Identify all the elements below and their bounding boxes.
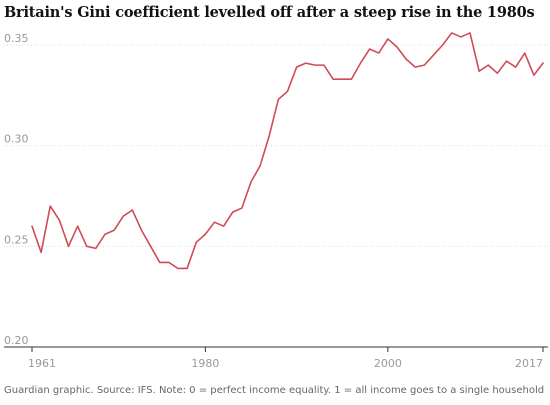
data-point (432, 54, 435, 57)
data-point (323, 64, 326, 67)
data-point (332, 78, 335, 81)
x-tick-label: 1980 (191, 357, 219, 370)
data-point (487, 64, 490, 67)
data-point (542, 62, 545, 65)
data-point (459, 35, 462, 38)
data-point (131, 209, 134, 212)
data-point (478, 70, 481, 73)
y-tick-label: 0.35 (4, 32, 29, 45)
y-tick-labels: 0.20 0.25 0.30 0.35 (4, 32, 29, 347)
data-point (277, 98, 280, 101)
data-point (104, 233, 107, 236)
data-point (313, 64, 316, 67)
data-point (377, 52, 380, 55)
data-point (204, 233, 207, 236)
y-gridlines (4, 44, 548, 247)
data-point (341, 78, 344, 81)
x-tick-label: 1961 (28, 357, 56, 370)
data-point (368, 48, 371, 51)
data-point (386, 37, 389, 40)
chart-title: Britain's Gini coefficient levelled off … (4, 4, 535, 21)
data-point (259, 164, 262, 167)
chart-footer: Guardian graphic. Source: IFS. Note: 0 =… (4, 385, 545, 396)
data-point (304, 62, 307, 65)
data-point (40, 251, 43, 254)
data-point (441, 44, 444, 47)
data-point (113, 229, 116, 232)
data-point (231, 211, 234, 214)
data-point (85, 245, 88, 248)
data-point (414, 66, 417, 69)
data-point (450, 31, 453, 34)
data-point (167, 261, 170, 264)
data-point (405, 58, 408, 61)
data-point (469, 31, 472, 34)
y-tick-label: 0.25 (4, 233, 29, 246)
data-point (140, 229, 143, 232)
data-point (286, 90, 289, 93)
x-tick-label: 2000 (374, 357, 402, 370)
data-series (31, 31, 545, 270)
data-point (67, 245, 70, 248)
data-point (177, 267, 180, 270)
data-point (295, 66, 298, 69)
data-point (76, 225, 79, 228)
data-point (158, 261, 161, 264)
data-point (496, 72, 499, 75)
data-point (122, 215, 125, 218)
data-point (195, 241, 198, 244)
data-point (359, 62, 362, 65)
data-point (31, 225, 34, 228)
data-point (350, 78, 353, 81)
y-tick-label: 0.30 (4, 133, 29, 146)
data-point (523, 52, 526, 55)
x-axis: 1961 1980 2000 2017 (4, 346, 548, 370)
y-tick-label: 0.20 (4, 334, 29, 347)
data-point (58, 219, 61, 222)
data-point (514, 66, 517, 69)
data-point (94, 247, 97, 250)
gini-series-line (31, 32, 544, 270)
data-point (396, 46, 399, 49)
data-point (240, 207, 243, 210)
data-point (250, 180, 253, 183)
data-point (423, 64, 426, 67)
data-point (505, 60, 508, 63)
data-point (268, 134, 271, 137)
data-point (222, 225, 225, 228)
data-point (49, 205, 52, 208)
data-point (213, 221, 216, 224)
x-tick-label: 2017 (515, 357, 543, 370)
data-point (149, 245, 152, 248)
data-point (532, 74, 535, 77)
data-point (186, 267, 189, 270)
